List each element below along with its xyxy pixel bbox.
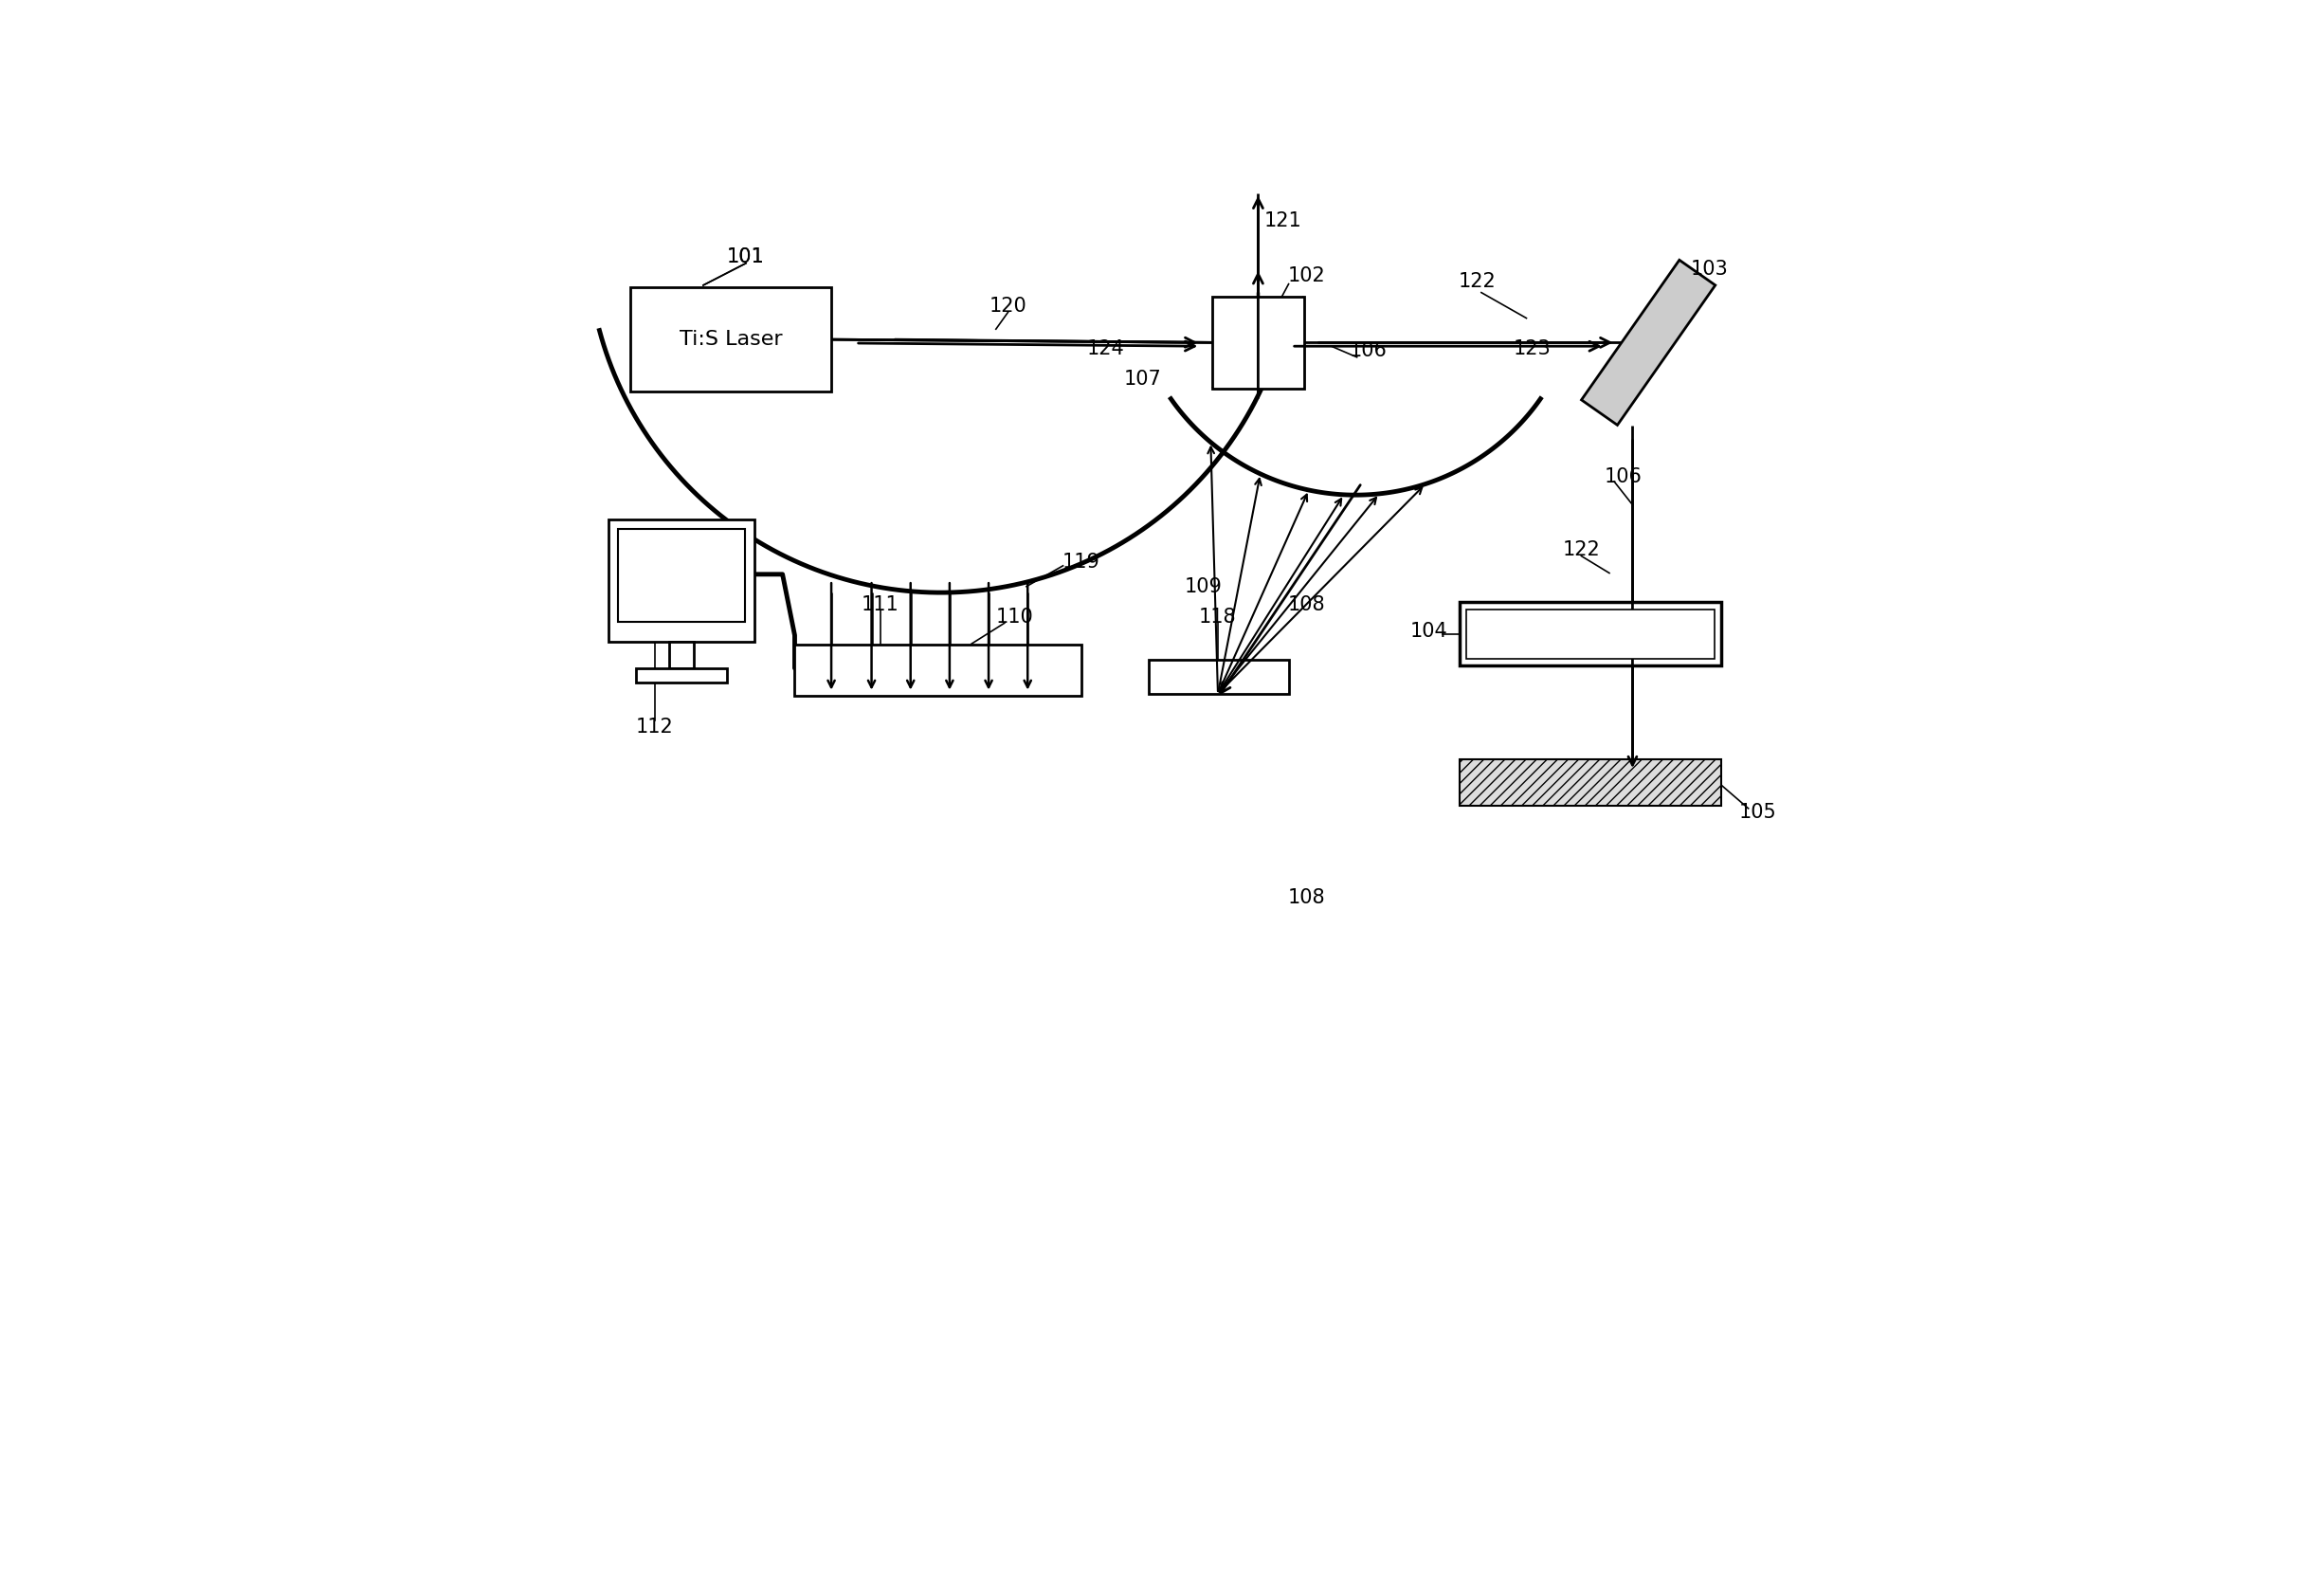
Bar	[609, 520, 755, 642]
Text: 103: 103	[1690, 260, 1729, 279]
Bar	[1213, 296, 1304, 388]
Text: 101: 101	[727, 247, 765, 266]
Text: 108: 108	[1287, 889, 1325, 908]
Text: 111: 111	[862, 596, 899, 615]
Text: 101: 101	[727, 247, 765, 266]
Text: 105: 105	[1738, 803, 1778, 822]
Text: 110: 110	[995, 608, 1034, 626]
Text: 124: 124	[1088, 339, 1125, 358]
Text: 112: 112	[637, 718, 674, 737]
Bar	[630, 288, 832, 391]
Text: 106: 106	[1604, 467, 1641, 486]
Text: 118: 118	[1199, 608, 1236, 626]
Text: Ti:S Laser: Ti:S Laser	[679, 329, 783, 348]
Text: 108: 108	[1287, 596, 1325, 615]
Text: 102: 102	[1287, 266, 1325, 285]
Bar	[618, 529, 744, 623]
Bar	[1459, 760, 1722, 806]
Polygon shape	[1580, 260, 1715, 425]
Bar	[1466, 610, 1715, 659]
Text: 106: 106	[1348, 342, 1387, 361]
Bar	[634, 668, 727, 683]
Text: 123: 123	[1513, 339, 1552, 358]
Text: 104: 104	[1411, 623, 1448, 642]
Text: 109: 109	[1185, 577, 1222, 596]
Text: 119: 119	[1062, 553, 1099, 572]
Bar	[1459, 602, 1722, 665]
Text: 122: 122	[1562, 540, 1601, 559]
Text: 120: 120	[990, 296, 1027, 315]
Bar	[1148, 659, 1287, 694]
Text: 107: 107	[1122, 369, 1162, 388]
Bar	[669, 642, 693, 668]
Text: 121: 121	[1264, 211, 1301, 230]
Text: 122: 122	[1459, 272, 1497, 291]
Bar	[795, 645, 1081, 697]
